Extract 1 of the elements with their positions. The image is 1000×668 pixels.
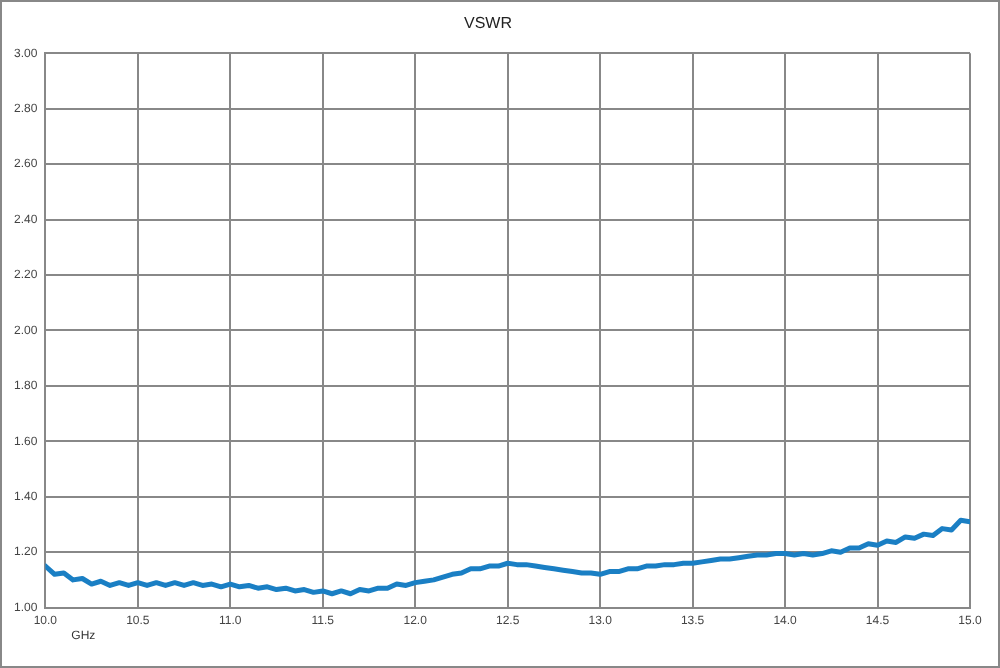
chart-title: VSWR: [464, 14, 513, 33]
